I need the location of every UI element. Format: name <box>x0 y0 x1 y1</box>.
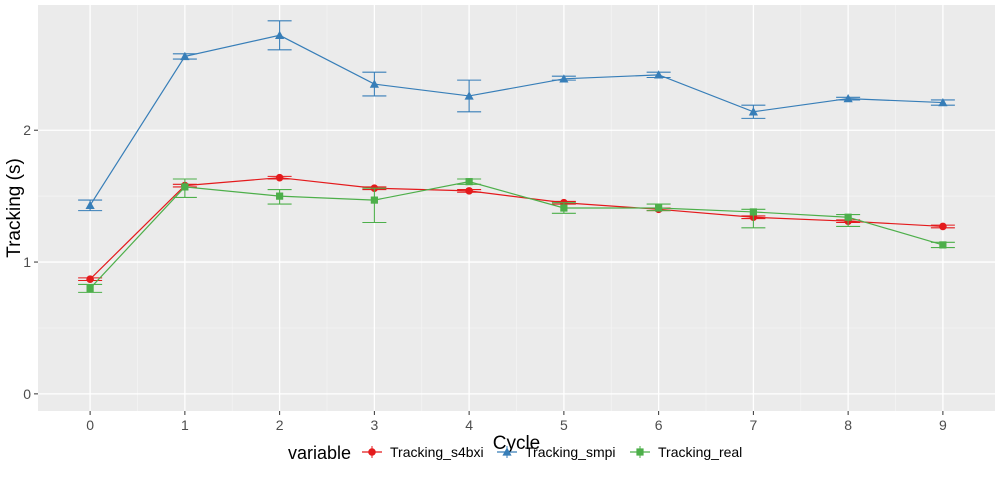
legend-items: Tracking_s4bxi Tracking_smpi Tracking_real <box>362 444 742 460</box>
x-tick-label: 6 <box>655 417 663 433</box>
y-axis-title: Tracking (s) <box>4 158 25 258</box>
data-point <box>464 91 474 100</box>
data-point <box>843 93 853 103</box>
data-point <box>86 275 94 283</box>
data-point <box>465 178 473 186</box>
data-point <box>180 51 190 61</box>
data-point <box>560 204 568 212</box>
legend-label: Tracking_real <box>658 444 742 460</box>
x-axis-tick-labels: 0 1 2 3 4 5 6 7 8 9 <box>86 417 947 433</box>
x-tick-label: 5 <box>560 417 568 433</box>
data-point <box>938 97 948 107</box>
data-point <box>465 187 473 195</box>
x-tick-label: 2 <box>276 417 284 433</box>
series-line <box>89 181 944 289</box>
minor-gridlines <box>38 5 995 411</box>
data-point <box>86 284 94 293</box>
x-axis-title: Cycle <box>493 433 541 454</box>
data-point <box>275 30 285 39</box>
legend-item-Tracking_real: Tracking_real <box>630 444 742 460</box>
data-point <box>85 200 95 210</box>
data-point <box>655 204 663 212</box>
data-point <box>181 183 189 191</box>
legend: variable Tracking_s4bxi Tracking_smpi Trac… <box>288 443 742 463</box>
x-tick-label: 1 <box>181 417 189 433</box>
data-point <box>654 70 664 79</box>
x-tick-label: 4 <box>465 417 473 433</box>
legend-item-Tracking_s4bxi: Tracking_s4bxi <box>362 444 484 460</box>
y-tick-label: 1 <box>23 254 31 270</box>
series-Tracking_smpi <box>78 20 955 212</box>
legend-item-Tracking_smpi: Tracking_smpi <box>497 444 616 460</box>
y-tick-label: 0 <box>23 386 31 402</box>
axis-ticks <box>34 129 944 415</box>
legend-label: Tracking_s4bxi <box>390 444 484 460</box>
y-axis-tick-labels: 0 1 2 <box>23 122 31 402</box>
series-Tracking_real <box>78 178 955 293</box>
x-tick-label: 8 <box>844 417 852 433</box>
legend-key-marker <box>502 447 512 456</box>
x-tick-label: 3 <box>370 417 378 433</box>
data-point <box>369 79 379 88</box>
legend-key-marker <box>368 448 376 456</box>
legend-key-marker <box>636 448 644 456</box>
series-line <box>89 34 943 206</box>
data-point <box>939 222 947 231</box>
data-point <box>275 173 284 182</box>
data-point <box>370 196 378 204</box>
data-point <box>844 213 852 221</box>
x-tick-label: 9 <box>939 417 947 433</box>
legend-label: Tracking_smpi <box>525 444 616 460</box>
data-point <box>748 107 758 116</box>
series-layer <box>78 20 955 293</box>
y-tick-label: 2 <box>23 122 31 138</box>
data-point <box>749 208 757 216</box>
x-tick-label: 7 <box>749 417 757 433</box>
series-line <box>89 177 943 280</box>
data-point <box>559 74 569 83</box>
x-tick-label: 0 <box>86 417 94 433</box>
data-point <box>276 192 284 200</box>
legend-title: variable <box>288 443 351 463</box>
data-point <box>939 241 947 249</box>
